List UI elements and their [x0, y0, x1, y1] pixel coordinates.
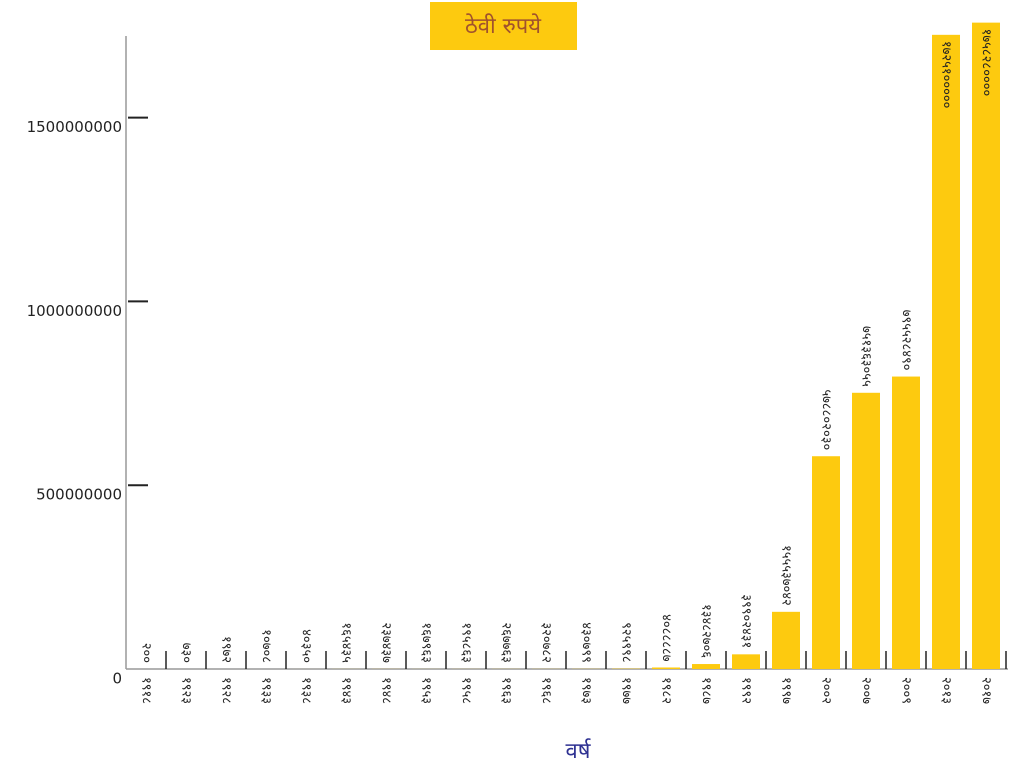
bar	[972, 22, 1000, 669]
y-tick-label: 1000000000	[27, 302, 122, 320]
value-label: ४०३५०	[299, 629, 314, 663]
y-tick-label: 500000000	[36, 486, 122, 504]
bar	[652, 667, 680, 669]
x-tick-label: २०१३	[939, 677, 954, 704]
x-tick-label: १९३३	[259, 677, 274, 704]
chart-title: ठेवी रुपये	[465, 13, 542, 39]
value-label: १९७२	[219, 636, 234, 663]
value-label: ९२५९९८	[619, 622, 634, 663]
x-tick-label: १९६८	[539, 677, 554, 704]
value-label: १६५४३५	[339, 622, 354, 663]
y-tick-label: 1500000000	[27, 118, 122, 136]
x-tick-label: २००७	[859, 677, 874, 704]
value-label: १६७९६३	[419, 622, 434, 663]
bar	[932, 34, 960, 670]
bar	[732, 654, 760, 669]
value-label: ५७८८०२०३०	[819, 389, 834, 450]
x-tick-label: १९६३	[499, 677, 514, 704]
bar	[692, 664, 720, 669]
title-box	[430, 2, 577, 50]
value-label: १७५८२८००००	[979, 29, 994, 97]
value-label: ७९५५२८४९०	[899, 310, 914, 371]
value-label: १३४८२७०६	[699, 604, 714, 658]
x-tick-label: १९३८	[299, 677, 314, 704]
value-label: २३७४३७	[379, 622, 394, 663]
value-label: २६७७६३	[499, 622, 514, 663]
bar	[812, 456, 840, 669]
value-label: २००	[139, 643, 154, 663]
x-axis-label: वर्ष	[566, 738, 592, 764]
x-tick-label: १९४८	[379, 677, 394, 704]
x-tick-label: १९७३	[579, 677, 594, 704]
value-label: ४३०७९९	[579, 622, 594, 663]
y-tick-label: 0	[112, 670, 122, 688]
bar	[852, 392, 880, 669]
value-label: ३२०७८२	[539, 622, 554, 663]
value-label: ७५१३६३०५५	[859, 326, 874, 387]
x-tick-label: १९८२	[659, 677, 674, 704]
value-label: ४०८८८८७	[659, 614, 674, 662]
value-label: ३९९०२४३१	[739, 594, 754, 648]
bar	[772, 611, 800, 669]
value-label: १७२५१०००००	[939, 41, 954, 109]
x-tick-label: १९९७	[779, 677, 794, 704]
x-tick-label: २०१७	[979, 677, 994, 704]
x-tick-label: १९७७	[619, 677, 634, 704]
x-tick-label: २००९	[899, 677, 914, 704]
value-label: १०७०८	[259, 629, 274, 663]
x-tick-label: १९८७	[699, 677, 714, 704]
x-tick-label: १९९२	[739, 677, 754, 704]
bar	[892, 376, 920, 669]
x-tick-label: १९२३	[179, 677, 194, 704]
value-label: ७३०	[179, 643, 194, 663]
value-label: १९५८६३	[459, 622, 474, 663]
x-tick-label: १९४३	[339, 677, 354, 704]
value-label: १५५५३७०४२	[779, 545, 794, 606]
x-tick-label: १९२८	[219, 677, 234, 704]
x-tick-label: १९१८	[139, 677, 154, 704]
x-tick-label: २००२	[819, 677, 834, 704]
x-tick-label: १९५८	[459, 677, 474, 704]
x-tick-label: १९५३	[419, 677, 434, 704]
